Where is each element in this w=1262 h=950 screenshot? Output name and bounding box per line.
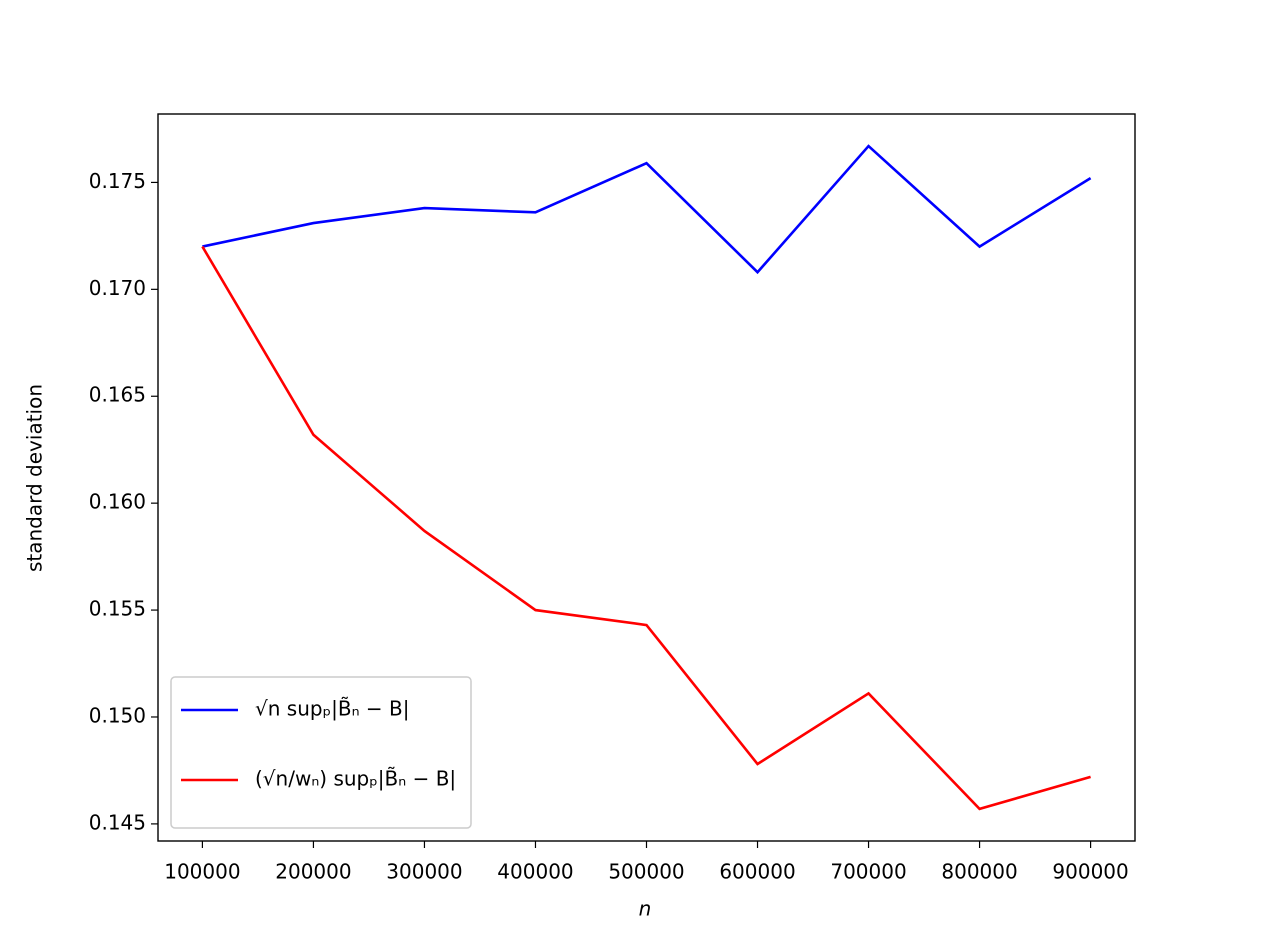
x-axis-label: n	[639, 897, 652, 921]
legend-box	[170, 676, 472, 829]
data-line	[201, 245, 1091, 811]
x-tick-label: 100000	[164, 860, 240, 884]
x-tick-label: 400000	[497, 860, 573, 884]
x-tick-label: 800000	[941, 860, 1017, 884]
legend-label: √n supₚ|B̃ₙ − B|	[255, 697, 410, 721]
x-tick-label: 300000	[386, 860, 462, 884]
y-tick-label: 0.170	[89, 276, 146, 300]
y-tick-label: 0.165	[89, 383, 146, 407]
y-tick-label: 0.175	[89, 169, 146, 193]
x-tick-label: 900000	[1052, 860, 1128, 884]
legend-label: (√n/wₙ) supₚ|B̃ₙ − B|	[255, 767, 456, 791]
y-tick-label: 0.150	[89, 703, 146, 727]
plot-frame	[157, 113, 1136, 842]
x-tick-label: 500000	[608, 860, 684, 884]
x-tick-label: 700000	[830, 860, 906, 884]
data-line	[202, 144, 1092, 275]
y-tick-label: 0.160	[89, 490, 146, 514]
y-axis-label: standard deviation	[23, 384, 47, 572]
y-tick-label: 0.155	[89, 597, 146, 621]
x-tick-label: 600000	[719, 860, 795, 884]
y-tick-label: 0.145	[89, 810, 146, 834]
x-tick-label: 200000	[275, 860, 351, 884]
